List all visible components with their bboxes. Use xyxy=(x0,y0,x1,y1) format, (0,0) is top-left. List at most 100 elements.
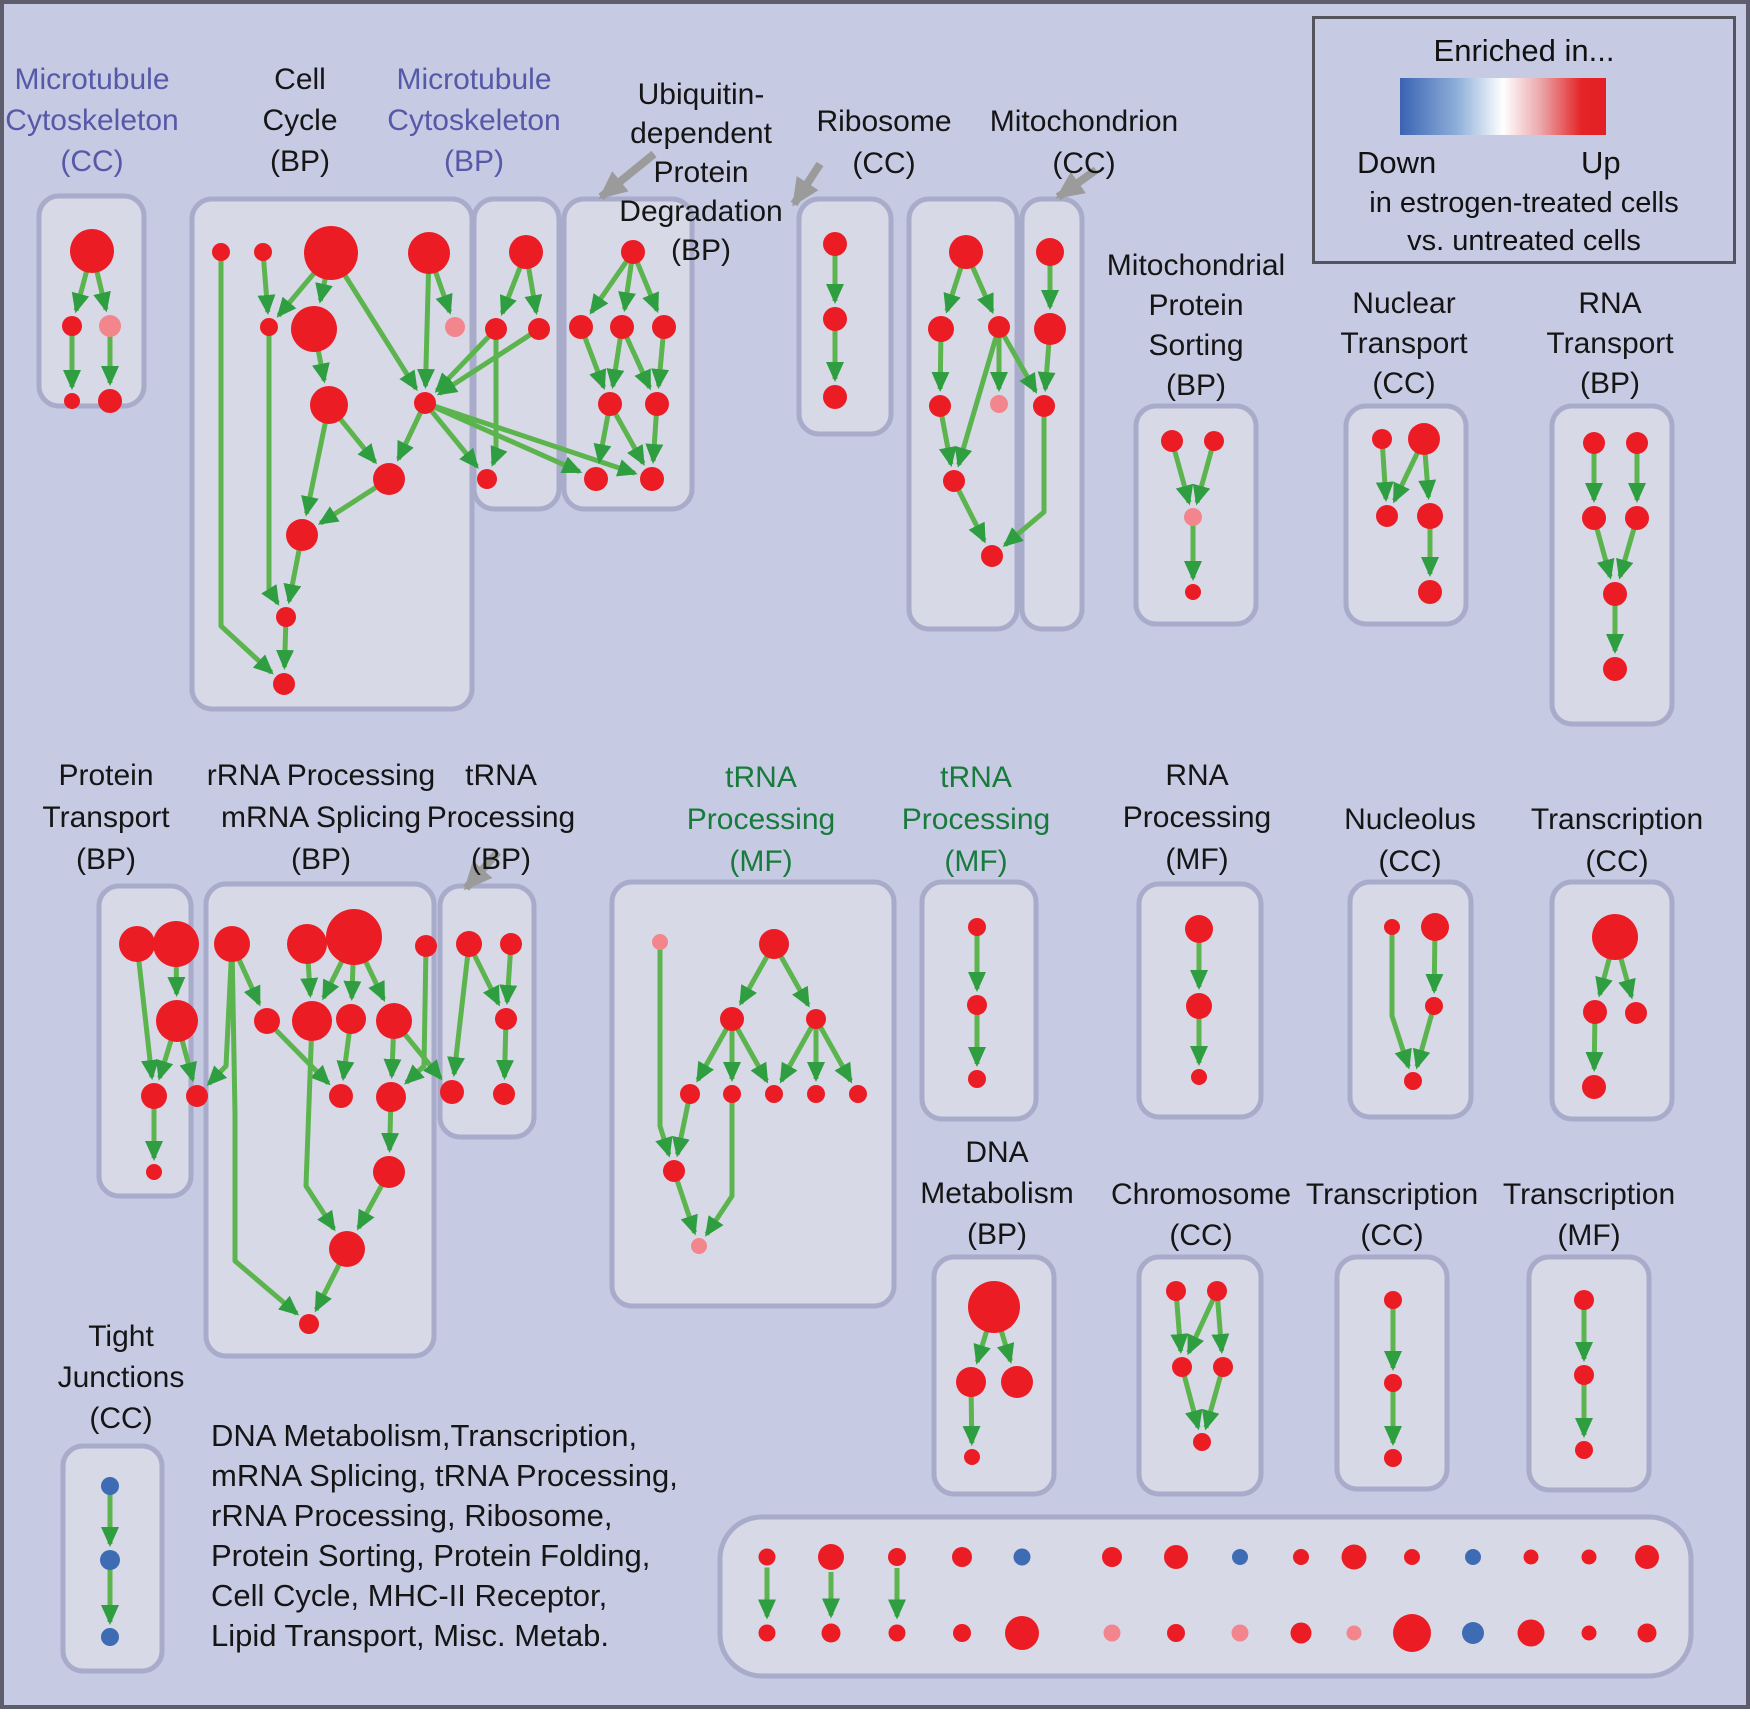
label-protein-transport-bp-line-3: (BP) xyxy=(75,843,136,876)
label-trna-processing-mf-big: tRNA Processing (MF) xyxy=(687,757,835,883)
label-microtubule-cytoskeleton-cc-line-2: Cytoskeleton xyxy=(5,104,179,137)
node-rt-mr xyxy=(1625,506,1649,530)
edge-arrow xyxy=(218,252,274,675)
edge-arrow xyxy=(416,252,435,389)
node-misc-14-bottom xyxy=(1581,1625,1597,1641)
label-cell-cycle-bp-line-2: Cycle xyxy=(262,104,338,137)
mt-cc-box xyxy=(36,193,147,409)
node-misc-9-top xyxy=(1293,1549,1309,1565)
network-canvas xyxy=(36,150,1694,1679)
label-ribosome-cc-line-1: Ribosome xyxy=(816,105,952,138)
node-mt-cc-b xyxy=(62,316,82,336)
label-trna-processing-bp-line-1: tRNA xyxy=(465,759,537,792)
edge-arrow xyxy=(134,943,159,1081)
node-ub1-n1 xyxy=(621,240,645,264)
node-ub2-c1 xyxy=(823,232,847,256)
node-rmf-r1 xyxy=(1185,915,1213,943)
label-transcription-cc-mid-line-2: (CC) xyxy=(1585,845,1649,878)
label-tight-junctions-cc-line-1: Tight xyxy=(88,1320,154,1353)
label-cell-cycle-bp-line-3: (BP) xyxy=(269,145,330,178)
edge-arrow xyxy=(813,1017,853,1084)
node-ub1-n5 xyxy=(598,392,622,416)
node-ncl-bot xyxy=(1404,1072,1422,1090)
node-tj-n1 xyxy=(101,1477,119,1495)
node-rr-t3 xyxy=(326,909,382,965)
node-cc-t1 xyxy=(212,243,230,261)
label-rna-processing-mf-line-2: Processing xyxy=(1122,801,1272,834)
node-ub1-n6 xyxy=(645,392,669,416)
label-tight-junctions-cc: Tight Junctions (CC) xyxy=(58,1316,185,1439)
node-misc-15-bottom xyxy=(1637,1623,1657,1643)
label-protein-transport-bp-line-1: Protein xyxy=(58,759,154,792)
node-mt-cc-d xyxy=(64,393,80,409)
node-tj-n3 xyxy=(101,1628,119,1646)
label-rrna-mrna-bp-line-1: rRNA Processing xyxy=(206,759,436,792)
ub1-box xyxy=(561,196,695,512)
edge-arrow xyxy=(1375,438,1394,502)
node-pt-lR xyxy=(186,1085,208,1107)
label-protein-transport-bp: Protein Transport (BP) xyxy=(42,755,169,881)
label-dna-metabolism-bp-line-1: DNA xyxy=(965,1136,1029,1169)
label-microtubule-cytoskeleton-cc-line-3: (CC) xyxy=(60,145,124,178)
node-misc-11-top xyxy=(1404,1549,1420,1565)
node-mtbp-mR xyxy=(528,318,550,340)
label-nucleolus-cc-line-2: (CC) xyxy=(1378,845,1442,878)
misc-text-block: DNA Metabolism,Transcription, mRNA Splici… xyxy=(211,1416,678,1656)
label-dna-metabolism-bp-line-3: (BP) xyxy=(966,1218,1027,1251)
edge-arrow xyxy=(447,943,472,1078)
node-rr-c2 xyxy=(329,1231,365,1267)
label-nuclear-transport-cc: Nuclear Transport (CC) xyxy=(1340,284,1467,404)
node-ub1-n4 xyxy=(652,315,676,339)
node-misc-3-top xyxy=(888,1548,906,1566)
edge-arrow xyxy=(257,251,276,315)
label-mito-protein-sorting-bp-line-4: (BP) xyxy=(1165,369,1226,402)
node-tmf-b2 xyxy=(723,1085,741,1103)
node-tmf-b5 xyxy=(849,1085,867,1103)
label-ubiquitin: Ubiquitin-dependent Protein Degradation (BP… xyxy=(619,75,782,270)
node-cc-t2 xyxy=(254,243,272,261)
node-mps-pk xyxy=(1184,508,1202,526)
node-misc-8-bottom xyxy=(1231,1624,1249,1642)
node-tbp-m xyxy=(495,1008,517,1030)
node-dm-mL xyxy=(956,1367,986,1397)
node-rib-top xyxy=(949,235,983,269)
label-nuclear-transport-cc-line-1: Nuclear xyxy=(1352,287,1456,320)
node-pt-tL xyxy=(119,926,155,962)
edge-arrow xyxy=(951,479,987,544)
label-chromosome-cc-line-1: Chromosome xyxy=(1110,1178,1292,1211)
node-cc-m2 xyxy=(291,306,337,352)
node-mtbp-top xyxy=(509,235,543,269)
label-trna-processing-mf-small-line-3: (MF) xyxy=(944,845,1008,878)
label-ubiquitin-line-2: dependent xyxy=(630,117,772,150)
label-trna-processing-mf-small-line-1: tRNA xyxy=(940,761,1012,794)
node-ub1-n7 xyxy=(584,467,608,491)
node-mito-n1 xyxy=(1036,238,1064,266)
node-cc-bot xyxy=(273,673,295,695)
node-tcb-top xyxy=(1384,1291,1402,1309)
node-misc-6-top xyxy=(1102,1547,1122,1567)
edge-arrow xyxy=(672,1093,693,1158)
label-nucleolus-cc-line-1: Nucleolus xyxy=(1344,803,1476,836)
node-tms-s2 xyxy=(967,995,987,1015)
node-misc-13-bottom xyxy=(1517,1619,1545,1647)
node-ncl-tl xyxy=(1384,919,1400,935)
node-mtbp-bot xyxy=(477,469,497,489)
label-rrna-mrna-bp-line-3: (BP) xyxy=(290,843,351,876)
chr-box xyxy=(1136,1254,1264,1497)
node-tj-n2 xyxy=(100,1550,120,1570)
label-microtubule-cytoskeleton-bp-line-1: Microtubule xyxy=(396,63,552,96)
label-trna-processing-bp: tRNA Processing (BP) xyxy=(427,755,575,881)
annotation-arrow-3 xyxy=(1055,166,1099,201)
label-mitochondrion-cc-line-2: (CC) xyxy=(1052,147,1116,180)
label-mito-protein-sorting-bp-line-3: Sorting xyxy=(1148,329,1244,362)
node-cc-g3 xyxy=(286,519,318,551)
node-tmfb-top xyxy=(1574,1290,1594,1310)
label-rrna-mrna-bp: rRNA Processing mRNA Splicing (BP) xyxy=(207,755,435,881)
node-rr-t1 xyxy=(214,926,250,962)
edge-arrow xyxy=(265,1019,331,1086)
misc-text-block-line-5: Cell Cycle, MHC-II Receptor, xyxy=(211,1578,608,1613)
node-misc-5-top xyxy=(1013,1548,1031,1566)
node-tmf-b4 xyxy=(807,1085,825,1103)
node-rmf-r2 xyxy=(1186,993,1212,1019)
